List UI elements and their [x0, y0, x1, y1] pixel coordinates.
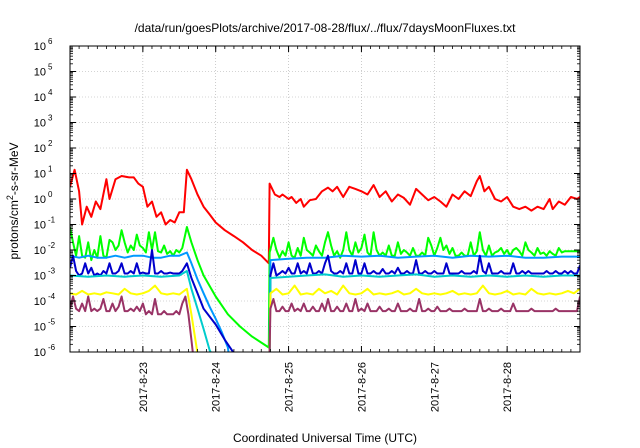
y-tick-label: 10 5 — [34, 63, 53, 79]
y-tick-exp: -6 — [48, 343, 56, 352]
y-tick-base: 10 — [34, 245, 46, 257]
y-tick-label: 10 3 — [34, 114, 53, 130]
y-tick-exp: -4 — [48, 292, 56, 301]
y-tick-base: 10 — [34, 118, 46, 130]
y-tick-exp: 6 — [48, 37, 53, 46]
y-axis: 10 -610 -510 -410 -310 -210 -110 010 110 210 310 41… — [34, 37, 580, 359]
x-tick-label: 2017-8-25 — [284, 362, 296, 412]
series-layer — [70, 168, 580, 352]
y-tick-base: 10 — [34, 143, 46, 155]
y-tick-exp: 3 — [48, 114, 53, 123]
grid — [70, 46, 580, 352]
y-tick-label: 10 0 — [34, 190, 53, 206]
x-axis: 2017-8-23 2017-8-24 2017-8-25 2017-8-26 2017… — [69, 46, 581, 412]
y-tick-exp: -1 — [48, 216, 56, 225]
series-line-1 — [70, 168, 580, 265]
y-tick-base: 10 — [34, 194, 46, 206]
y-tick-label: 10 -4 — [34, 292, 56, 308]
y-tick-exp: 5 — [48, 63, 53, 72]
y-axis-title: protons/cm2-s-sr-MeV — [5, 142, 21, 259]
y-tick-base: 10 — [34, 271, 46, 283]
y-tick-label: 10 4 — [34, 88, 53, 104]
series-line-4 — [70, 249, 580, 352]
y-tick-base: 10 — [34, 67, 46, 79]
y-tick-base: 10 — [34, 322, 46, 334]
y-tick-label: 10 -6 — [34, 343, 56, 359]
series-line-5 — [70, 270, 580, 352]
y-tick-label: 10 -5 — [34, 318, 56, 334]
y-tick-label: 10 6 — [34, 37, 53, 53]
y-tick-base: 10 — [34, 296, 46, 308]
y-tick-label: 10 -3 — [34, 267, 56, 283]
x-tick-label: 2017-8-27 — [429, 362, 441, 412]
y-tick-exp: 2 — [48, 139, 53, 148]
y-axis-title-sup: 2 — [5, 195, 15, 200]
y-tick-label: 10 2 — [34, 139, 53, 155]
series-line-2 — [70, 226, 580, 349]
y-tick-exp: 0 — [48, 190, 53, 199]
series-line-3 — [70, 251, 580, 352]
y-axis-title-suffix: -s-sr-MeV — [7, 142, 21, 195]
x-tick-label: 2017-8-28 — [502, 362, 514, 412]
series-line-7 — [70, 295, 580, 352]
x-axis-title: Coordinated Universal Time (UTC) — [233, 431, 417, 445]
chart-title: /data/run/goesPlots/archive/2017-08-28/f… — [135, 21, 517, 35]
y-axis-title-prefix: protons/cm — [7, 200, 21, 259]
y-tick-exp: 4 — [48, 88, 53, 97]
series-line-6 — [70, 284, 580, 352]
y-tick-base: 10 — [34, 220, 46, 232]
y-tick-base: 10 — [34, 92, 46, 104]
y-tick-base: 10 — [34, 169, 46, 181]
y-tick-base: 10 — [34, 41, 46, 53]
y-tick-exp: 1 — [48, 165, 53, 174]
y-tick-exp: -3 — [48, 267, 56, 276]
y-tick-label: 10 -1 — [34, 216, 56, 232]
y-tick-exp: -2 — [48, 241, 56, 250]
y-tick-label: 10 1 — [34, 165, 53, 181]
y-tick-base: 10 — [34, 347, 46, 359]
x-tick-label: 2017-8-26 — [356, 362, 368, 412]
x-tick-label: 2017-8-24 — [211, 362, 223, 412]
y-tick-exp: -5 — [48, 318, 56, 327]
x-tick-label: 2017-8-23 — [138, 362, 150, 412]
y-tick-label: 10 -2 — [34, 241, 56, 257]
